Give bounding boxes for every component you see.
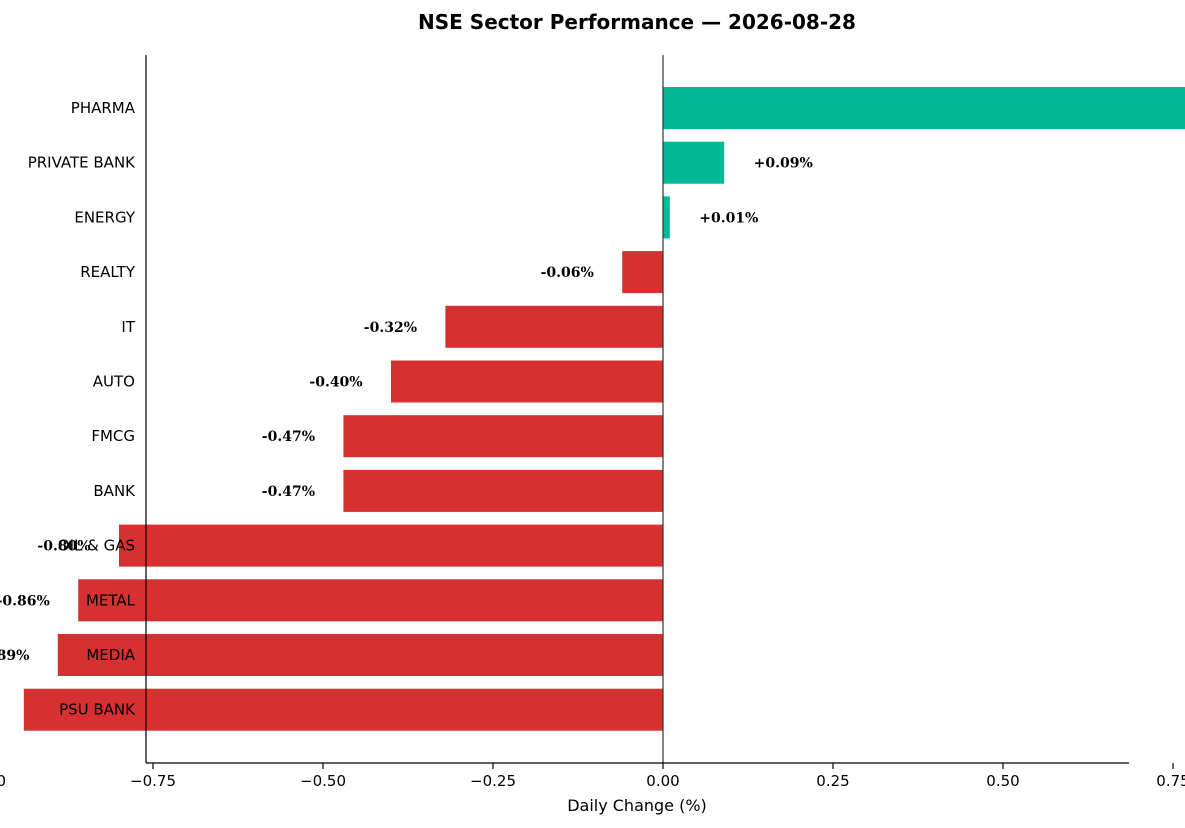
bar-auto [391, 360, 663, 403]
value-label-media: -0.89% [0, 648, 29, 664]
bar-energy [663, 196, 670, 239]
x-tick-label: 0.75 [1156, 772, 1185, 790]
bar-media [57, 634, 664, 676]
value-label-bank: -0.47% [262, 484, 315, 500]
category-label-bank: BANK [93, 482, 136, 500]
x-ticks: −1.00 −0.75 −0.50 −0.25 0.00 0.25 0.50 0.75 [0, 763, 1185, 790]
x-axis-title: Daily Change (%) [567, 796, 707, 815]
value-label-realty: -0.06% [541, 265, 594, 281]
x-tick-label: −0.75 [130, 772, 176, 790]
category-label-fmcg: FMCG [91, 427, 135, 445]
x-tick-label: 0.00 [646, 772, 679, 790]
category-label-realty: REALTY [80, 263, 136, 281]
category-labels: PHARMA PRIVATE BANK ENERGY REALTY IT AUTO FMCG… [28, 99, 136, 719]
value-label-it: -0.32% [364, 320, 417, 336]
bar-private-bank [663, 141, 725, 184]
value-label-oil-gas: -0.80% [37, 539, 90, 555]
value-label-auto: -0.40% [309, 375, 362, 391]
category-label-pharma: PHARMA [71, 99, 136, 117]
bar-metal [78, 579, 663, 622]
bar-pharma [663, 87, 1185, 129]
value-labels: +0.84%+0.09%+0.01%-0.06%-0.32%-0.40%-0.4… [0, 156, 813, 664]
category-label-energy: ENERGY [74, 208, 135, 226]
category-label-oil-gas: OIL & GAS [58, 537, 135, 555]
x-tick-label: −0.25 [470, 772, 516, 790]
bar-it [445, 305, 663, 348]
x-tick-label: −1.00 [0, 772, 6, 790]
x-tick-label: 0.25 [816, 772, 849, 790]
category-label-auto: AUTO [93, 373, 135, 391]
bar-oil-gas [119, 524, 663, 567]
bar-realty [622, 251, 663, 294]
value-label-metal: -0.86% [0, 593, 50, 609]
category-label-psu-bank: PSU BANK [59, 701, 136, 719]
chart-title: NSE Sector Performance — 2026-08-28 [418, 10, 856, 34]
bars-group [23, 87, 1185, 731]
category-label-media: MEDIA [86, 646, 135, 664]
category-label-it: IT [121, 318, 135, 336]
bar-fmcg [343, 415, 663, 458]
value-label-private-bank: +0.09% [754, 156, 813, 172]
x-tick-label: 0.50 [986, 772, 1019, 790]
value-label-energy: +0.01% [699, 210, 758, 226]
value-label-fmcg: -0.47% [262, 429, 315, 445]
bar-psu-bank [23, 688, 664, 731]
category-label-private-bank: PRIVATE BANK [28, 154, 136, 172]
x-tick-label: −0.50 [300, 772, 346, 790]
bar-bank [343, 469, 663, 512]
category-label-metal: METAL [86, 591, 136, 609]
